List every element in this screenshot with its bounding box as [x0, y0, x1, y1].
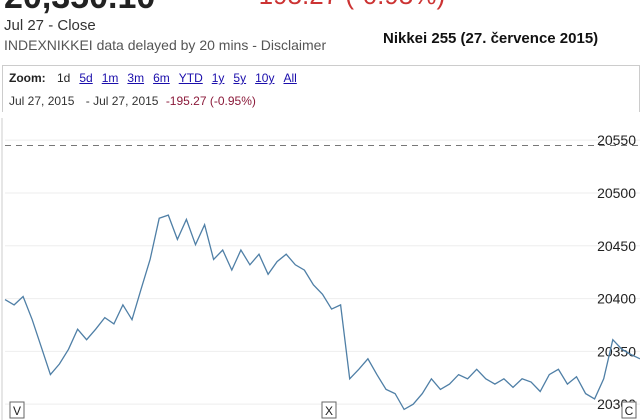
flag-label: C	[625, 404, 634, 418]
y-tick-label: 20550	[597, 132, 636, 148]
y-tick-label: 20450	[597, 238, 636, 254]
zoom-option[interactable]: 1d	[57, 71, 71, 85]
range-sep: -	[85, 94, 90, 108]
y-tick-label: 20500	[597, 185, 636, 201]
zoom-option[interactable]: YTD	[178, 71, 203, 85]
zoom-option[interactable]: 6m	[153, 71, 170, 85]
zoom-option[interactable]: 5d	[79, 71, 93, 85]
zoom-option[interactable]: 3m	[127, 71, 145, 85]
flag	[621, 401, 637, 419]
flag-label: X	[325, 404, 333, 418]
zoom-option[interactable]: All	[283, 71, 297, 85]
disclaimer: INDEXNIKKEI data delayed by 20 mins - Di…	[4, 37, 327, 53]
zoom-row: Zoom: 1d 5d 1m 3m 6m YTD 1y 5y 10y All	[9, 71, 306, 85]
flag	[321, 401, 337, 419]
y-tick-label: 20400	[597, 291, 636, 307]
zoom-label: Zoom:	[9, 71, 46, 85]
zoom-option[interactable]: 1y	[211, 71, 225, 85]
flag-label: V	[13, 404, 21, 418]
range-start: Jul 27, 2015	[9, 94, 75, 108]
range-change: -195.27 (-0.95%)	[165, 94, 256, 108]
y-tick-label: 20350	[597, 343, 636, 359]
range-end: Jul 27, 2015	[93, 94, 159, 108]
price: 20,350.10	[4, 0, 155, 17]
chart-title: Nikkei 255 (27. července 2015)	[383, 30, 599, 47]
price-line	[4, 214, 640, 411]
zoom-option[interactable]: 5y	[233, 71, 247, 85]
change: -195.27 (-0.95%)	[250, 0, 445, 11]
zoom-option[interactable]: 1m	[101, 71, 119, 85]
close-label: Jul 27 - Close	[4, 17, 96, 34]
range-row: Jul 27, 2015 - Jul 27, 2015 -195.27 (-0.…	[9, 94, 256, 108]
zoom-option[interactable]: 10y	[255, 71, 275, 85]
flag	[9, 401, 25, 419]
